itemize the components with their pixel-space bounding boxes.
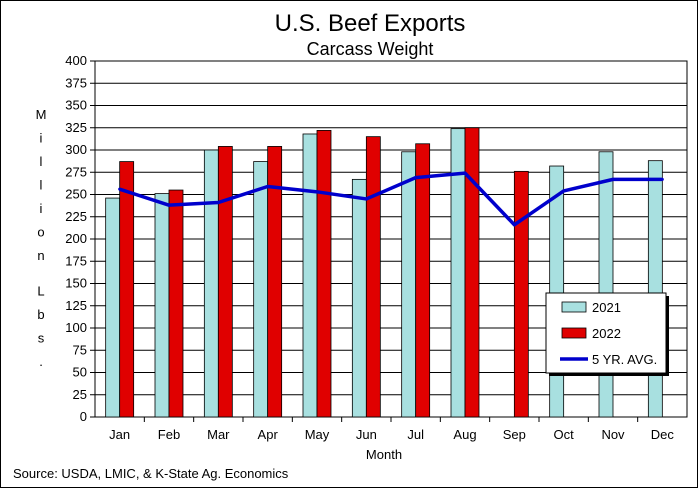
y-tick-label: 225 [65,209,87,224]
legend-label-2021: 2021 [592,300,621,315]
y-tick-label: 250 [65,187,87,202]
chart-subtitle: Carcass Weight [307,39,434,59]
y-tick-label: 50 [73,365,87,380]
y-axis-title-char: M [36,107,47,122]
y-axis-title-char: o [37,225,44,240]
bar-2021-may [302,133,318,418]
x-tick-label: Mar [207,427,230,442]
line-point-mar [216,201,220,205]
x-tick-label: Jul [407,427,424,442]
bar-2021-jul [401,151,417,418]
line-point-aug [463,171,467,175]
y-axis-title-char: . [39,354,43,369]
bar-2021-oct [549,165,565,418]
legend: 2021 2022 5 YR. AVG. [545,292,669,376]
y-tick-label: 350 [65,98,87,113]
x-tick-label: Jun [356,427,377,442]
bar-2022-apr [267,146,283,418]
y-tick-label: 25 [73,387,87,402]
x-tick-label: Apr [258,427,279,442]
line-point-dec [660,177,664,181]
y-tick-label: 325 [65,120,87,135]
source-note: Source: USDA, LMIC, & K-State Ag. Econom… [13,466,289,481]
bar-2022-jul [415,143,431,418]
y-axis-title-char: L [37,284,44,299]
y-axis-title-char: s [38,331,45,346]
legend-label-2022: 2022 [592,326,621,341]
y-tick-label: 0 [80,409,87,424]
line-point-oct [562,189,566,193]
y-axis-title-char: i [40,131,43,146]
legend-label-5-yr-avg-: 5 YR. AVG. [592,352,657,367]
line-point-may [315,190,319,194]
bar-2022-jan [119,161,135,418]
y-tick-label: 275 [65,164,87,179]
line-5-yr-avg [119,171,663,227]
y-tick-label: 200 [65,231,87,246]
x-tick-label: Aug [453,427,476,442]
bar-2021-apr [253,161,269,418]
bar-2022-mar [217,146,233,418]
bar-2021-mar [203,149,219,418]
plot-area: 0 25 50 75 100 125 150 175 200 225 250 275 300 325 350… [65,53,688,442]
line-point-jun [364,197,368,201]
bar-2021-nov [598,151,614,418]
bar-2022-feb [168,189,184,418]
y-tick-label: 175 [65,253,87,268]
bar-2021-dec [647,160,663,418]
y-tick-label: 400 [65,53,87,68]
y-tick-label: 375 [65,75,87,90]
x-axis-title: Month [366,447,402,462]
bar-2022-may [316,130,332,418]
y-axis-title-char: n [37,248,44,263]
x-tick-label: Dec [651,427,675,442]
y-axis-title-char: b [37,307,44,322]
y-axis-title-char: l [40,154,43,169]
y-tick-label: 100 [65,320,87,335]
y-tick-label: 150 [65,276,87,291]
x-tick-label: Feb [158,427,180,442]
line-point-jan [118,187,122,191]
line-point-nov [611,177,615,181]
bar-2021-jun [351,178,367,418]
line-point-jul [414,176,418,180]
line-point-feb [167,203,171,207]
y-tick-label: 125 [65,298,87,313]
legend-swatch-2022 [561,327,587,339]
line-point-sep [512,223,516,227]
chart-title: U.S. Beef Exports [275,10,466,37]
line-point-apr [266,184,270,188]
bar-2021-jan [105,197,121,418]
x-tick-label: May [305,427,330,442]
x-tick-label: Sep [503,427,526,442]
x-tick-label: Nov [601,427,625,442]
x-tick-label: Jan [109,427,130,442]
bar-2022-jun [365,136,381,418]
y-tick-label: 300 [65,142,87,157]
y-axis-title-char: l [40,178,43,193]
y-tick-label: 75 [73,342,87,357]
bar-2022-aug [464,127,480,418]
x-tick-label: Oct [554,427,575,442]
legend-swatch-2021 [561,301,587,313]
y-axis-title-char: i [40,201,43,216]
bar-2022-sep [513,170,529,418]
bar-2021-feb [154,193,170,418]
